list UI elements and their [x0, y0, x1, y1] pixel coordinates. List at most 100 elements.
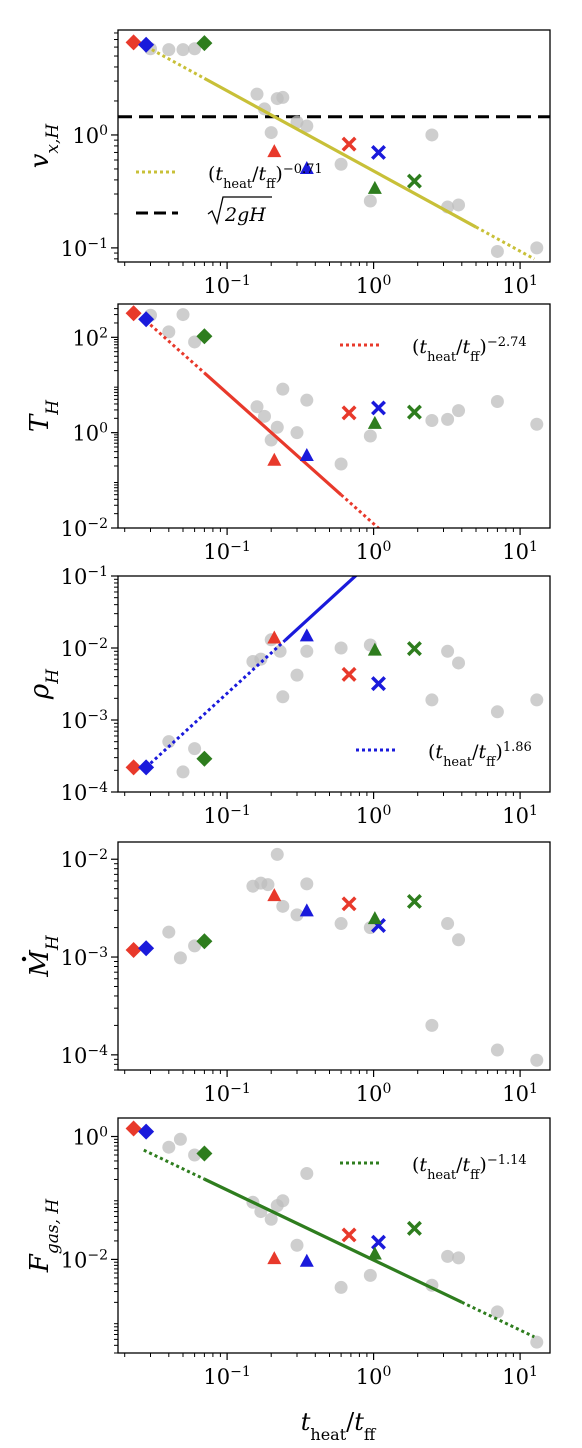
x-tick-label-part: 10: [356, 804, 383, 828]
triangle-marker: [367, 1246, 382, 1260]
diamond-marker: [138, 759, 155, 776]
x-marker-stroke: [341, 896, 357, 912]
x-marker: [371, 144, 386, 160]
x-tick-label-part: 10: [203, 1082, 230, 1106]
fit-line-solid: [203, 1177, 463, 1304]
fit-line-dotted-start: [143, 1148, 206, 1181]
x-marker: [406, 404, 422, 420]
background-point: [162, 925, 176, 939]
legend-label-part: t: [463, 336, 471, 358]
diamond-marker: [125, 942, 142, 959]
legend-label: (theat/tff)−0.71: [208, 162, 323, 192]
x-axis-label-part: t: [301, 1408, 311, 1436]
background-point: [452, 198, 466, 212]
background-point: [276, 690, 290, 704]
background-point: [290, 668, 304, 682]
diamond-marker: [138, 940, 155, 957]
plot-area: [125, 847, 544, 1067]
legend-label-part: heat: [427, 1168, 457, 1183]
axes-frame: [117, 1117, 551, 1354]
x-marker-stroke: [371, 676, 386, 692]
legend-label-part: 2gH: [224, 204, 266, 226]
x-tick-label: 101: [502, 539, 538, 564]
y-tick-label-part: −2: [87, 636, 108, 652]
legend-label-part: 1.86: [503, 740, 532, 755]
background-point: [290, 908, 304, 922]
background-point: [300, 877, 314, 891]
y-tick-label: 10−3: [61, 945, 108, 970]
y-tick-label-part: 10: [61, 1248, 88, 1272]
y-axis-label-part: H: [43, 668, 63, 685]
y-tick-label: 100: [72, 1124, 108, 1149]
background-point: [441, 1249, 455, 1263]
diamond-marker: [138, 36, 155, 53]
fit-line-dotted-end: [475, 225, 536, 261]
background-point: [254, 652, 268, 666]
background-point: [188, 742, 202, 756]
background-point: [334, 1280, 348, 1294]
x-marker: [341, 896, 357, 912]
fit-line-solid: [284, 576, 358, 642]
background-point: [530, 1335, 544, 1349]
diamond-marker: [125, 759, 142, 776]
x-marker: [406, 893, 422, 909]
legend-label-part: ): [275, 163, 282, 185]
x-marker: [341, 405, 357, 421]
x-tick-label: 101: [502, 273, 538, 298]
x-tick-label-part: 10: [502, 1082, 529, 1106]
triangle-marker: [367, 642, 382, 656]
x-marker: [371, 400, 386, 416]
background-point: [276, 90, 290, 104]
x-tick-label: 10−1: [203, 273, 250, 298]
x-marker-stroke: [371, 1234, 386, 1250]
x-marker: [406, 641, 422, 657]
triangle-marker: [267, 888, 282, 902]
legend-label: (theat/tff)1.86: [428, 740, 532, 770]
legend-label-part: heat: [443, 755, 473, 770]
background-point: [162, 735, 176, 749]
y-tick-label-part: −3: [87, 708, 108, 724]
y-tick-label-part: 10: [61, 781, 88, 805]
legend-label-part: ): [479, 336, 486, 358]
legend-label-part: /: [456, 336, 463, 358]
triangle-marker: [299, 447, 314, 461]
background-point: [188, 1148, 202, 1162]
x-tick-label-part: 1: [529, 273, 538, 289]
x-tick-label-part: 10: [356, 540, 383, 564]
background-point: [490, 1305, 504, 1319]
background-point: [425, 1018, 439, 1032]
diamond-marker: [138, 1123, 155, 1140]
legend-label-part: (: [208, 163, 215, 185]
background-point: [188, 42, 202, 56]
x-marker: [371, 676, 386, 692]
background-point: [264, 126, 278, 140]
plot-area: [125, 1120, 544, 1349]
y-tick-label: 10−2: [61, 636, 108, 661]
sqrt-symbol: [207, 196, 272, 226]
background-point: [425, 693, 439, 707]
x-tick-label-part: 0: [383, 539, 392, 555]
y-tick-label: 10−4: [61, 1043, 108, 1068]
x-tick-label: 101: [502, 1364, 538, 1389]
panel-3: 10−1 100 10110−410−310−210−1ρH(theat/tff)1…: [25, 564, 551, 828]
x-tick-label-part: 10: [502, 1365, 529, 1389]
x-tick-label-part: −1: [230, 539, 251, 555]
background-point: [425, 128, 439, 142]
x-marker-stroke: [371, 918, 386, 933]
x-axis-label-part: heat: [310, 1425, 346, 1444]
triangle-marker: [299, 1253, 314, 1267]
y-tick-label-part: 0: [99, 1124, 108, 1140]
background-point: [270, 847, 284, 861]
x-tick-label-part: 10: [203, 540, 230, 564]
background-point: [162, 325, 176, 339]
triangle-marker: [367, 911, 382, 925]
y-tick-label-part: −2: [87, 516, 108, 532]
legend-label-part: t: [479, 741, 487, 763]
background-point: [490, 244, 504, 258]
x-tick-label-part: 10: [203, 274, 230, 298]
triangle-marker: [299, 628, 314, 642]
background-point: [300, 119, 314, 133]
x-marker: [341, 1227, 357, 1243]
diamond-marker: [196, 750, 213, 767]
